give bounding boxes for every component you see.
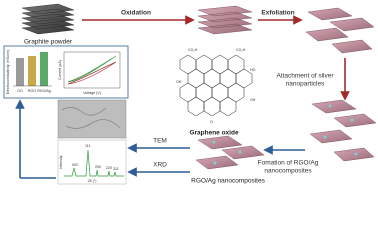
graphite-label: Graphite powder xyxy=(24,39,73,46)
bar xyxy=(40,52,48,86)
group-label: OH xyxy=(176,80,182,84)
group-label: CO₂H xyxy=(236,48,246,52)
rgo-ag-center xyxy=(195,135,265,170)
axis-label: Voltage (V) xyxy=(83,91,101,95)
axis-label: 2θ (°) xyxy=(88,179,97,183)
bar xyxy=(16,58,24,86)
group-label: O xyxy=(210,120,213,124)
xrd-plot xyxy=(57,139,127,185)
axis-label: Intensity xyxy=(59,155,63,169)
bar-label: RGO/Ag xyxy=(37,89,51,93)
peak-label: 311 xyxy=(113,167,119,171)
axis-label: Current (µA) xyxy=(58,60,62,80)
peak-label: 111 xyxy=(85,144,90,148)
graphite-stack xyxy=(21,3,75,35)
xrd-label: XRD xyxy=(153,162,167,169)
rgo-ag-right xyxy=(309,99,377,162)
tem-label: TEM xyxy=(153,138,167,145)
diagram: Graphite powder Oxidation Exfoliation At… xyxy=(3,3,377,185)
peak-label: 200 xyxy=(95,165,101,169)
peak-label: 220 xyxy=(106,166,112,170)
bar-label: GO xyxy=(17,89,23,93)
group-label: HO xyxy=(250,68,256,72)
go-label: Graphene oxide xyxy=(189,130,239,137)
group-label: OH xyxy=(250,98,256,102)
product-label: RGO/Ag nanocomposites xyxy=(191,178,265,185)
oxidation-label: Oxidation xyxy=(121,10,151,17)
axis-label: Electroconductivity (mS/cm) xyxy=(6,50,10,95)
formation-label: nanocomposites xyxy=(264,168,312,175)
attachment-label: nanoparticles xyxy=(286,81,325,88)
bar-label: RGO xyxy=(28,89,36,93)
bar xyxy=(28,56,36,86)
tem-image xyxy=(57,99,127,139)
cv-plot xyxy=(63,51,121,89)
formation-label: Fomation of RGO/Ag xyxy=(258,160,319,167)
go-stack xyxy=(197,5,253,35)
peak-label: 002 xyxy=(72,163,78,167)
exfoliation-label: Exfoliation xyxy=(261,10,294,17)
go-structure xyxy=(179,54,253,117)
group-label: CO₂H xyxy=(188,48,198,52)
exfoliated-sheets xyxy=(305,7,375,54)
attachment-label: Attachment of silver xyxy=(276,73,334,80)
